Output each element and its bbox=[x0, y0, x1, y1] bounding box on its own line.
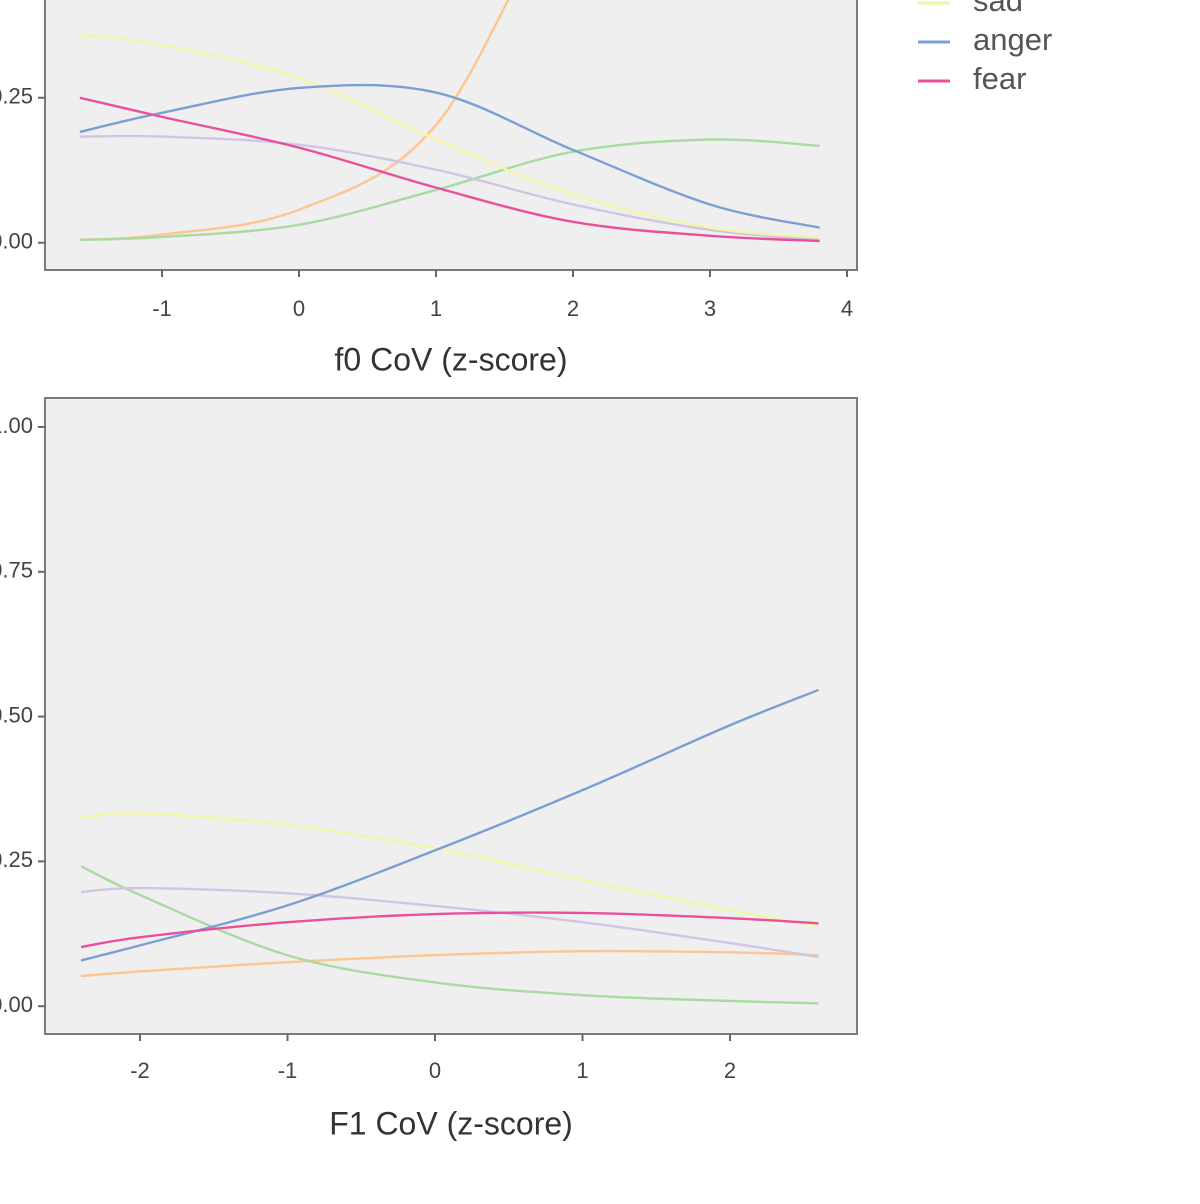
legend-label: fear bbox=[973, 61, 1026, 96]
x-tick-label: 3 bbox=[704, 296, 716, 321]
y-tick-label: 1.00 bbox=[0, 413, 33, 438]
legend-label: sad bbox=[973, 0, 1023, 18]
line-series bbox=[79, 96, 820, 243]
line-series bbox=[79, 83, 820, 229]
line-series bbox=[79, 0, 510, 242]
y-tick-label: 0.50 bbox=[0, 702, 33, 727]
legend-label: anger bbox=[973, 22, 1052, 57]
x-tick-label: -2 bbox=[130, 1058, 150, 1083]
line-series bbox=[79, 134, 820, 242]
line-series bbox=[80, 949, 819, 978]
x-tick-label: 1 bbox=[430, 296, 442, 321]
line-series bbox=[80, 886, 819, 959]
line-series bbox=[80, 811, 819, 928]
y-tick-label: 0.25 bbox=[0, 84, 33, 109]
line-series bbox=[80, 688, 819, 962]
x-axis-title: F1 CoV (z-score) bbox=[329, 1105, 573, 1141]
x-tick-label: 4 bbox=[841, 296, 853, 321]
plot-lines bbox=[79, 0, 820, 243]
line-series bbox=[80, 864, 819, 1005]
line-series bbox=[80, 911, 819, 949]
x-tick-label: 2 bbox=[724, 1058, 736, 1083]
y-tick-label: 0.00 bbox=[0, 992, 33, 1017]
x-tick-label: 0 bbox=[429, 1058, 441, 1083]
y-tick-label: 0.25 bbox=[0, 847, 33, 872]
x-tick-label: -1 bbox=[152, 296, 172, 321]
x-tick-label: -1 bbox=[278, 1058, 298, 1083]
plot-panel bbox=[44, 397, 858, 1035]
line-series bbox=[79, 33, 820, 239]
line-series bbox=[79, 138, 820, 242]
plot-lines bbox=[80, 688, 819, 1005]
x-tick-label: 0 bbox=[293, 296, 305, 321]
x-tick-label: 1 bbox=[576, 1058, 588, 1083]
plot-panel bbox=[44, 0, 858, 271]
y-tick-label: 0.00 bbox=[0, 229, 33, 254]
y-tick-label: 0.75 bbox=[0, 558, 33, 583]
x-tick-label: 2 bbox=[567, 296, 579, 321]
x-axis-title: f0 CoV (z-score) bbox=[335, 341, 568, 377]
